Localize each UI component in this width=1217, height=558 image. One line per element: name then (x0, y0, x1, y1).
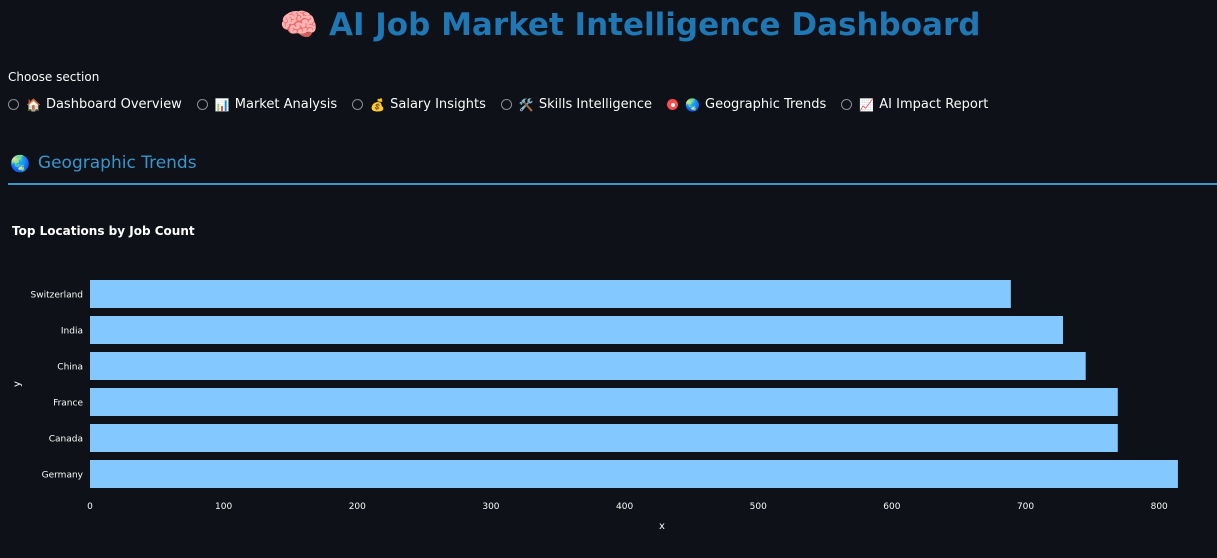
radio-option-market-analysis[interactable]: 📊 Market Analysis (196, 97, 338, 112)
radio-option-label: AI Impact Report (879, 97, 989, 112)
y-tick-label: China (57, 363, 83, 373)
bar-chart-icon: 📊 (214, 97, 230, 112)
x-axis-label: x (659, 521, 665, 532)
radio-button-selected[interactable] (667, 99, 679, 110)
bar-chart: Switzerland India China France Canada Germany… (12, 280, 1178, 532)
section-header: 🌏 Geographic Trends (10, 153, 197, 173)
bar-china[interactable] (90, 352, 1086, 380)
section-header-text: Geographic Trends (37, 153, 197, 173)
chart-title: Top Locations by Job Count (12, 224, 195, 238)
radio-option-label: Skills Intelligence (538, 97, 653, 112)
y-tick-label: Switzerland (31, 291, 84, 301)
y-tick-label: India (61, 327, 83, 337)
radio-option-geographic-trends[interactable]: 🌏 Geographic Trends (667, 97, 826, 112)
radio-button[interactable] (8, 99, 19, 110)
radio-option-ai-impact-report[interactable]: 📈 AI Impact Report (841, 97, 988, 112)
bar-germany[interactable] (90, 460, 1178, 488)
x-tick-label: 500 (750, 502, 767, 512)
section-selector-label: Choose section (8, 70, 100, 84)
globe-icon: 🌏 (10, 153, 30, 173)
chart-bars (90, 280, 1178, 488)
bar-france[interactable] (90, 388, 1118, 416)
tools-icon: 🛠️ (518, 97, 534, 112)
x-tick-label: 0 (87, 502, 93, 512)
trend-chart-icon: 📈 (859, 97, 875, 112)
x-tick-label: 100 (215, 502, 232, 512)
section-radio-group: 🏠 Dashboard Overview 📊 Market Analysis 💰… (8, 97, 1003, 112)
x-tick-label: 400 (616, 502, 633, 512)
house-icon: 🏠 (26, 97, 41, 112)
x-tick-label: 600 (883, 502, 900, 512)
radio-option-skills-intelligence[interactable]: 🛠️ Skills Intelligence (500, 97, 653, 112)
chart-x-tick-labels: 0 100 200 300 400 500 600 700 800 (87, 502, 1168, 512)
radio-button[interactable] (352, 99, 364, 110)
section-divider (8, 183, 1217, 185)
y-axis-label: y (12, 381, 23, 387)
chart-y-tick-labels: Switzerland India China France Canada Germany (31, 291, 84, 481)
x-tick-label: 300 (482, 502, 499, 512)
radio-button[interactable] (196, 99, 208, 110)
bar-canada[interactable] (90, 424, 1118, 452)
money-bag-icon: 💰 (370, 97, 386, 112)
bar-switzerland[interactable] (90, 280, 1011, 308)
bar-india[interactable] (90, 316, 1063, 344)
y-tick-label: Canada (49, 435, 83, 445)
page-title: 🧠 AI Job Market Intelligence Dashboard (0, 6, 1217, 43)
radio-option-label: Market Analysis (234, 97, 338, 112)
x-tick-label: 700 (1017, 502, 1034, 512)
radio-option-label: Dashboard Overview (45, 97, 182, 112)
globe-icon: 🌏 (685, 97, 700, 112)
x-tick-label: 200 (349, 502, 366, 512)
y-tick-label: Germany (42, 471, 84, 481)
radio-option-salary-insights[interactable]: 💰 Salary Insights (352, 97, 486, 112)
page-title-text: AI Job Market Intelligence Dashboard (328, 7, 981, 43)
radio-button[interactable] (500, 99, 512, 110)
x-tick-label: 800 (1151, 502, 1168, 512)
radio-option-label: Salary Insights (390, 97, 486, 112)
radio-option-label: Geographic Trends (705, 97, 827, 112)
y-tick-label: France (53, 399, 83, 409)
radio-button[interactable] (841, 99, 853, 110)
brain-icon: 🧠 (279, 7, 319, 43)
radio-option-dashboard-overview[interactable]: 🏠 Dashboard Overview (8, 97, 182, 112)
